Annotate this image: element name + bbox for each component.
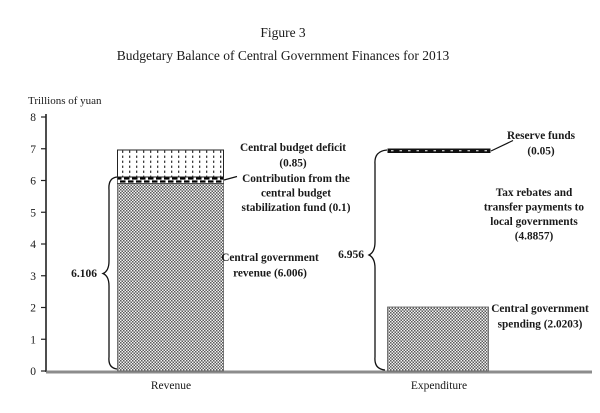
reserve-funds-leader-line <box>490 139 514 152</box>
annotation-line: Central budget deficit <box>240 142 346 154</box>
y-tick-label: 8 <box>30 112 36 124</box>
revenue-segment-central-government-revenue <box>117 183 224 372</box>
annotation-line: local governments <box>490 216 578 228</box>
x-category-revenue: Revenue <box>151 380 191 392</box>
revenue-total-label: 6.106 <box>71 268 97 280</box>
tax-rebates-label: Tax rebates and transfer payments to loc… <box>484 187 585 243</box>
stabilization-fund-leader-line <box>223 175 238 181</box>
figure-title: Figure 3 <box>260 25 306 40</box>
y-tick-label: 6 <box>30 176 36 188</box>
y-tick-label: 5 <box>30 207 36 219</box>
central-government-revenue-label: Central government revenue (6.006) <box>221 252 319 280</box>
central-budget-deficit-label: Central budget deficit (0.85) <box>240 142 346 170</box>
annotation-line: spending (2.0203) <box>498 319 583 331</box>
annotation-line: stabilization fund (0.1) <box>242 202 351 214</box>
y-tick-label: 1 <box>30 334 36 346</box>
y-axis-ticks <box>41 116 47 372</box>
annotation-line: Contribution from the <box>242 173 350 185</box>
annotation-line: Tax rebates and <box>496 187 573 199</box>
annotation-line: (0.85) <box>279 158 307 170</box>
revenue-bar <box>117 149 224 372</box>
annotation-line: (4.8857) <box>515 231 554 243</box>
annotation-line: Central government <box>221 252 319 264</box>
y-tick-label: 4 <box>30 239 36 251</box>
expenditure-total-label: 6.956 <box>338 249 364 261</box>
y-axis-tick-labels: 8 7 6 5 4 3 2 1 0 <box>30 112 36 378</box>
figure-subtitle: Budgetary Balance of Central Government … <box>117 48 450 63</box>
revenue-total-brace <box>101 176 118 370</box>
annotation-line: Reserve funds <box>507 130 576 142</box>
annotation-line: Central government <box>491 303 589 315</box>
expenditure-total-brace <box>367 149 388 371</box>
central-government-spending-label: Central government spending (2.0203) <box>491 303 589 331</box>
revenue-segment-stabilization-fund <box>117 176 224 184</box>
y-tick-label: 3 <box>30 271 36 283</box>
expenditure-segment-central-government-spending <box>387 306 489 372</box>
expenditure-segment-reserve-funds <box>387 148 491 153</box>
annotation-line: transfer payments to <box>484 202 585 214</box>
y-tick-label: 0 <box>30 366 36 378</box>
annotation-line: (0.05) <box>527 146 555 158</box>
expenditure-bar <box>387 148 491 372</box>
reserve-funds-label: Reserve funds (0.05) <box>507 130 576 158</box>
y-tick-label: 7 <box>30 144 36 156</box>
annotation-line: central budget <box>261 188 331 200</box>
x-category-expenditure: Expenditure <box>411 380 467 392</box>
revenue-segment-central-budget-deficit <box>117 149 224 178</box>
y-axis-unit-label: Trillions of yuan <box>28 95 102 107</box>
stabilization-fund-label: Contribution from the central budget sta… <box>242 173 351 214</box>
y-tick-label: 2 <box>30 303 36 315</box>
annotation-line: revenue (6.006) <box>233 268 307 280</box>
